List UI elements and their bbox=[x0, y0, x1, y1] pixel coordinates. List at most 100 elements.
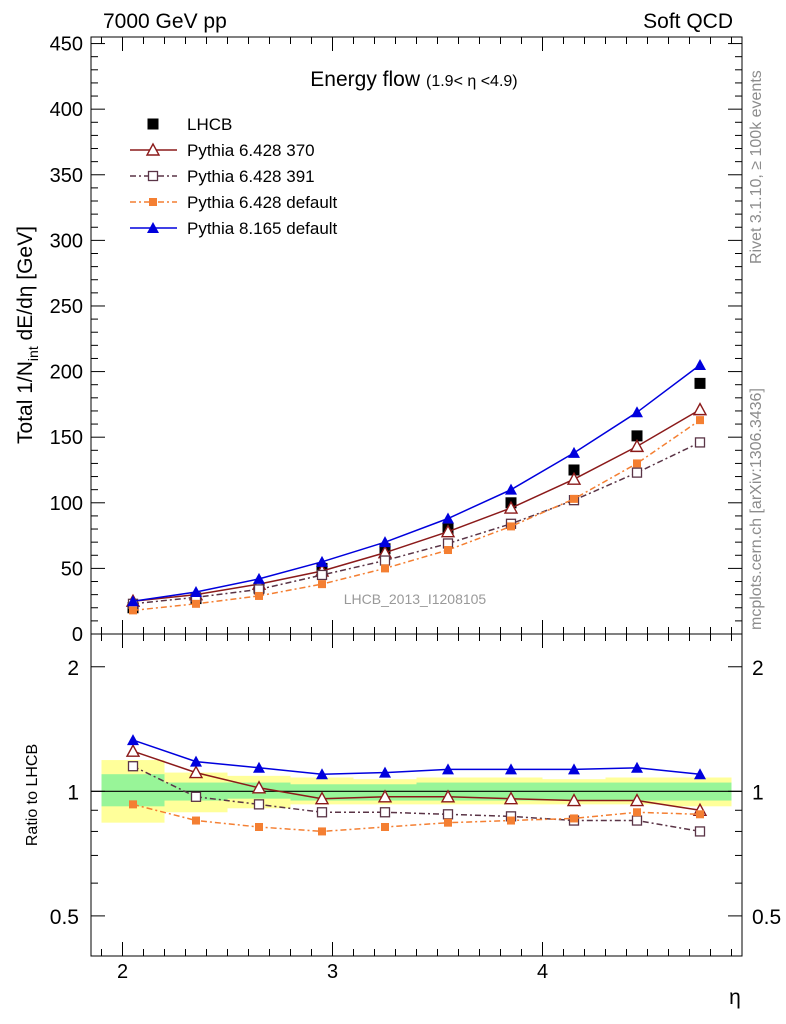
ratio-data-point bbox=[253, 761, 265, 773]
ratio-data-point bbox=[507, 816, 515, 825]
ratio-data-point bbox=[694, 826, 706, 837]
main-data-point bbox=[570, 494, 578, 503]
legend-label: Pythia 6.428 391 bbox=[187, 167, 315, 186]
main-data-point bbox=[507, 522, 515, 531]
legend-marker bbox=[145, 142, 161, 156]
main-data-point bbox=[694, 377, 706, 389]
ratio-data-point bbox=[316, 768, 328, 780]
main-data-point bbox=[631, 406, 643, 418]
ratio-data-point bbox=[633, 808, 641, 817]
main-data-point bbox=[633, 459, 641, 468]
ratio-data-point bbox=[631, 761, 643, 773]
header-category-label: Soft QCD bbox=[643, 10, 733, 33]
ratio-y-tick-label: 0.5 bbox=[50, 906, 79, 929]
ratio-data-point bbox=[316, 807, 328, 818]
main-title: Energy flow bbox=[310, 68, 421, 91]
x-tick-label: 4 bbox=[537, 961, 548, 983]
main-data-point bbox=[694, 359, 706, 371]
main-series-line-1 bbox=[132, 408, 701, 602]
main-data-point bbox=[444, 546, 452, 555]
ratio-data-point bbox=[694, 768, 706, 780]
ratio-series-line-0 bbox=[132, 750, 701, 812]
main-data-point bbox=[692, 402, 708, 416]
main-data-point bbox=[566, 471, 582, 485]
ratio-data-point bbox=[129, 800, 137, 809]
main-y-axis-label: Total 1/Nint dE/dη [GeV] bbox=[14, 226, 41, 444]
ratio-y-tick-label-right: 2 bbox=[752, 657, 764, 680]
main-data-point bbox=[316, 555, 328, 567]
ratio-data-point bbox=[440, 789, 456, 803]
main-series-line-3 bbox=[132, 419, 701, 612]
ratio-data-point bbox=[505, 763, 517, 775]
main-data-point bbox=[631, 430, 643, 442]
main-y-axis-label-sub: int bbox=[25, 346, 41, 361]
legend-label: LHCB bbox=[187, 115, 232, 134]
main-data-point bbox=[255, 591, 263, 600]
ratio-series-line-3 bbox=[132, 739, 701, 775]
legend-marker bbox=[147, 222, 159, 233]
ratio-data-point bbox=[503, 791, 519, 805]
ratio-y-tick-label: 2 bbox=[67, 657, 79, 680]
main-y-tick-label: 250 bbox=[50, 296, 83, 318]
ratio-data-point bbox=[566, 793, 582, 807]
analysis-id-label: LHCB_2013_I1208105 bbox=[344, 591, 487, 607]
main-y-tick-label: 150 bbox=[50, 427, 83, 449]
ratio-data-point bbox=[190, 791, 202, 802]
main-y-tick-label: 50 bbox=[61, 558, 83, 580]
main-data-point bbox=[442, 512, 454, 524]
main-data-point bbox=[316, 569, 328, 581]
ratio-data-point bbox=[314, 791, 330, 805]
main-data-point bbox=[631, 467, 643, 478]
ratio-data-point bbox=[318, 827, 326, 836]
ratio-data-point bbox=[379, 807, 391, 818]
main-y-tick-label: 450 bbox=[50, 34, 83, 56]
main-data-point bbox=[629, 438, 645, 453]
ratio-series-line-1 bbox=[132, 765, 701, 833]
ratio-data-point bbox=[444, 818, 452, 827]
main-data-point bbox=[127, 595, 139, 607]
main-data-point bbox=[253, 572, 265, 584]
main-data-point bbox=[381, 564, 389, 573]
ratio-y-axis-label: Ratio to LHCB bbox=[24, 744, 41, 846]
main-data-point bbox=[505, 483, 517, 495]
ratio-data-point bbox=[696, 810, 704, 819]
main-data-point bbox=[568, 464, 580, 476]
main-data-point bbox=[129, 606, 137, 615]
main-y-tick-label: 300 bbox=[50, 230, 83, 252]
ratio-data-point bbox=[442, 763, 454, 775]
header-beam-label: 7000 GeV pp bbox=[103, 10, 227, 33]
ratio-y-tick-label: 1 bbox=[67, 781, 79, 804]
ratio-data-point bbox=[190, 755, 202, 767]
legend: LHCB Pythia 6.428 370 Pythia 6.428 391 Pyth… bbox=[130, 115, 338, 238]
main-y-tick-label: 100 bbox=[50, 493, 83, 515]
ratio-data-point bbox=[251, 780, 267, 794]
main-data-point bbox=[379, 555, 391, 566]
ratio-data-point bbox=[442, 809, 454, 820]
main-data-point bbox=[379, 536, 391, 548]
ratio-data-point bbox=[568, 763, 580, 775]
ratio-data-point bbox=[377, 789, 393, 803]
main-data-point bbox=[696, 416, 704, 425]
x-axis-label: η bbox=[729, 986, 741, 1009]
ratio-data-point bbox=[629, 793, 645, 807]
ratio-data-point bbox=[255, 822, 263, 831]
ratio-data-point bbox=[570, 814, 578, 823]
main-y-tick-label: 400 bbox=[50, 99, 83, 121]
ratio-y-tick-label-right: 1 bbox=[752, 781, 764, 804]
legend-label: Pythia 6.428 default bbox=[187, 193, 338, 212]
ratio-data-point bbox=[125, 743, 141, 757]
legend-marker bbox=[149, 198, 157, 206]
ratio-data-point bbox=[253, 799, 265, 810]
main-title-eta-range: (1.9< η <4.9) bbox=[426, 73, 518, 90]
main-y-tick-label: 200 bbox=[50, 362, 83, 384]
ratio-data-point bbox=[192, 816, 200, 825]
main-data-point bbox=[568, 446, 580, 458]
mcplots-reference-label: mcplots.cern.ch [arXiv:1306.3436] bbox=[748, 388, 765, 630]
main-data-point bbox=[318, 580, 326, 589]
ratio-data-point bbox=[188, 765, 204, 779]
legend-marker bbox=[147, 118, 159, 130]
main-y-axis-label-rest: dE/dη [GeV] bbox=[14, 226, 37, 346]
ratio-y-tick-label-right: 0.5 bbox=[752, 906, 781, 929]
